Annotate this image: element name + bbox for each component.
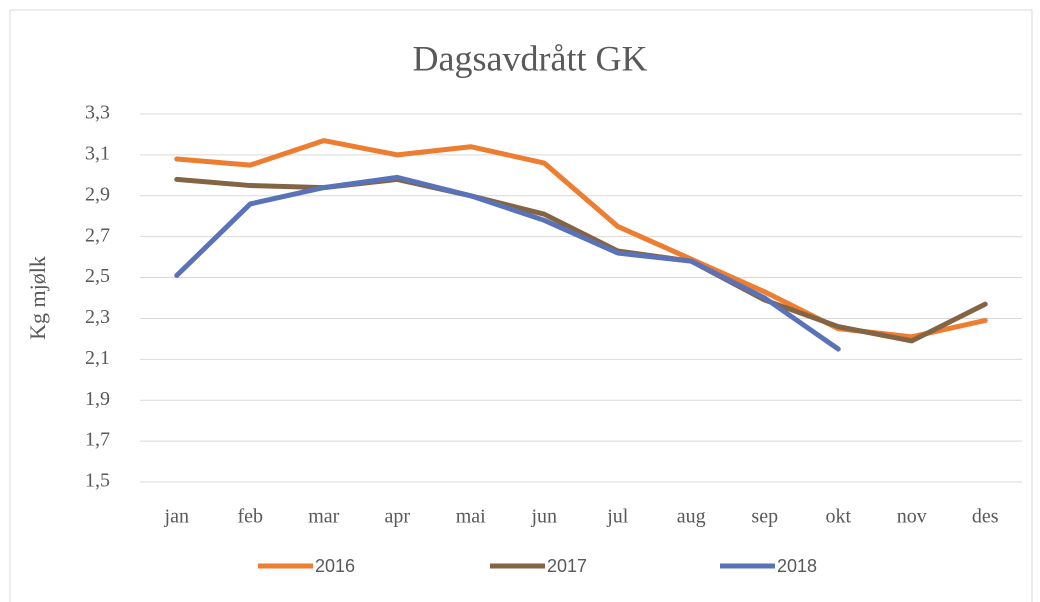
x-tick-label: mai [456, 506, 486, 528]
legend-label: 2016 [315, 556, 355, 576]
x-tick-label: feb [237, 506, 263, 528]
x-tick-label: apr [384, 506, 410, 528]
legend-label: 2017 [547, 556, 587, 576]
y-tick-label: 2,1 [85, 347, 110, 369]
y-tick-label: 1,9 [85, 388, 110, 410]
x-tick-label: jul [606, 506, 629, 528]
x-tick-label: mar [308, 506, 339, 528]
chart-frame [9, 9, 1033, 602]
x-tick-label: sep [751, 506, 778, 528]
y-tick-label: 1,7 [85, 429, 110, 451]
y-tick-label: 2,9 [85, 183, 110, 205]
chart-title: Dagsavdrått GK [413, 38, 648, 78]
y-tick-label: 3,1 [85, 142, 110, 164]
x-tick-label: okt [825, 506, 851, 528]
legend-label: 2018 [777, 556, 817, 576]
y-tick-label: 2,7 [85, 224, 110, 246]
y-tick-label: 2,3 [85, 306, 110, 328]
line-series [174, 176, 988, 344]
x-tick-label: jun [530, 506, 557, 528]
x-tick-label: aug [677, 506, 706, 528]
y-tick-label: 1,5 [85, 470, 110, 492]
y-tick-label: 3,3 [85, 102, 110, 124]
x-tick-label: nov [897, 506, 927, 528]
y-axis-title: Kg mjølk [25, 256, 50, 340]
line-series [174, 174, 841, 352]
x-tick-label: jan [164, 506, 189, 528]
y-tick-label: 2,5 [85, 265, 110, 287]
x-tick-label: des [972, 506, 999, 528]
